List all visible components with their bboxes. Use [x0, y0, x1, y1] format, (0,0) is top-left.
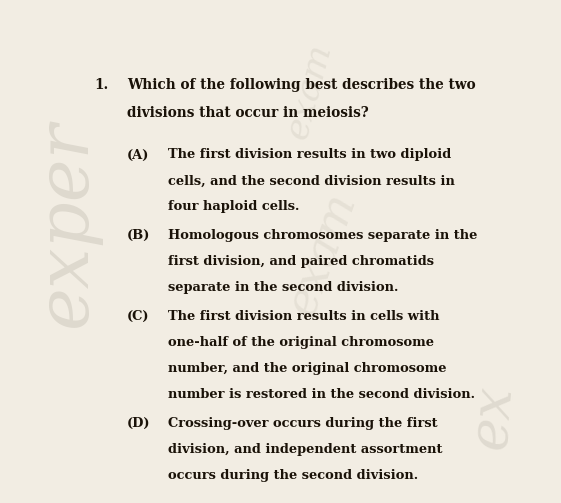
Text: (B): (B) — [127, 229, 150, 242]
Text: The first division results in two diploid: The first division results in two diploi… — [168, 148, 451, 161]
Text: number is restored in the second division.: number is restored in the second divisio… — [168, 388, 475, 401]
Text: Crossing-over occurs during the first: Crossing-over occurs during the first — [168, 417, 438, 430]
Text: division, and independent assortment: division, and independent assortment — [168, 443, 443, 456]
Text: divisions that occur in meiosis?: divisions that occur in meiosis? — [127, 106, 369, 120]
Text: occurs during the second division.: occurs during the second division. — [168, 469, 418, 482]
Text: exam: exam — [279, 187, 365, 321]
Text: (C): (C) — [127, 310, 149, 323]
Text: four haploid cells.: four haploid cells. — [168, 200, 300, 213]
Text: exam: exam — [280, 40, 338, 143]
Text: first division, and paired chromatids: first division, and paired chromatids — [168, 256, 434, 269]
Text: separate in the second division.: separate in the second division. — [168, 281, 398, 294]
Text: ex: ex — [462, 382, 522, 451]
Text: cells, and the second division results in: cells, and the second division results i… — [168, 175, 455, 188]
Text: exper: exper — [30, 120, 101, 326]
Text: The first division results in cells with: The first division results in cells with — [168, 310, 439, 323]
Text: number, and the original chromosome: number, and the original chromosome — [168, 362, 447, 375]
Text: (A): (A) — [127, 148, 149, 161]
Text: one-half of the original chromosome: one-half of the original chromosome — [168, 337, 434, 350]
Text: 1.: 1. — [94, 78, 108, 92]
Text: Which of the following best describes the two: Which of the following best describes th… — [127, 78, 475, 92]
Text: (D): (D) — [127, 417, 150, 430]
Text: Homologous chromosomes separate in the: Homologous chromosomes separate in the — [168, 229, 477, 242]
